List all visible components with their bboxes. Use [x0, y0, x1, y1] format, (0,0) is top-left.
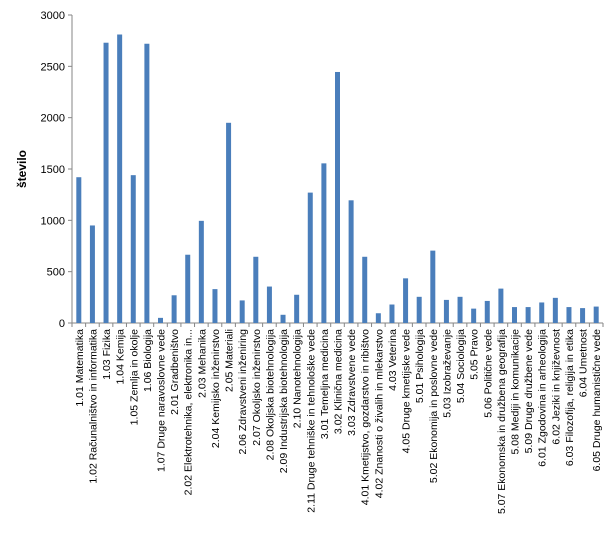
x-category-label: 1.02 Računalništvo in informatika — [87, 329, 99, 484]
bar — [212, 289, 218, 323]
bar — [307, 192, 313, 323]
x-category-label: 6.05 Druge humanistične vede — [591, 329, 603, 472]
x-category-label: 5.04 Sociologija — [455, 329, 467, 403]
x-category-label: 5.09 Druge družbene vede — [523, 329, 535, 453]
x-category-label: 1.04 Kemija — [115, 329, 127, 385]
bar — [117, 34, 123, 324]
x-category-label: 6.03 Filozofija, religija in etika — [564, 329, 576, 466]
x-category-label: 5.01 Psihologija — [414, 329, 426, 403]
bar — [144, 43, 150, 323]
bar — [389, 304, 395, 323]
bar — [171, 295, 177, 323]
bar — [552, 297, 558, 323]
x-category-label: 1.06 Biologija — [142, 329, 154, 392]
y-tick-label: 2000 — [41, 113, 65, 125]
y-tick-label: 2500 — [41, 61, 65, 73]
bar — [375, 313, 381, 323]
x-category-label: 1.07 Druge naravoslovne vede — [156, 329, 168, 472]
y-axis-title: število — [15, 150, 29, 188]
bar — [103, 42, 109, 323]
bar — [185, 254, 191, 323]
x-category-label: 3.02 Klinična medicina — [333, 329, 345, 434]
x-category-label: 3.03 Zdravstvene vede — [346, 329, 358, 436]
bar — [471, 308, 477, 323]
x-category-label: 5.08 Mediji in komunikacije — [510, 329, 522, 455]
x-category-label: 1.05 Zemlja in okolje — [128, 329, 140, 425]
x-category-label: 6.02 Jeziki in književnost — [550, 329, 562, 445]
x-category-label: 6.04 Umetnost — [578, 329, 590, 397]
x-category-label: 2.08 Okoljska biotehnologija — [264, 329, 276, 460]
y-tick-label: 500 — [47, 267, 65, 279]
x-category-label: 4.02 Znanosti o živalih in mlekarstvo — [373, 329, 385, 498]
bar — [403, 278, 409, 323]
x-category-label: 2.06 Zdravstveni inženiring — [237, 329, 249, 455]
x-category-label: 3.01 Temeljna medicina — [319, 329, 331, 439]
x-category-label: 4.03 Veterina — [387, 329, 399, 391]
bar — [430, 250, 436, 323]
bar — [226, 122, 232, 323]
x-category-label: 1.03 Fizika — [101, 329, 113, 380]
x-category-label: 5.06 Politične vede — [482, 329, 494, 418]
bar — [566, 307, 572, 323]
bar — [443, 299, 449, 323]
y-tick-label: 0 — [59, 318, 65, 330]
x-category-label: 4.05 Druge kmetijske vede — [401, 329, 413, 453]
x-category-label: 2.05 Materiali — [224, 329, 236, 392]
x-axis-labels: 1.01 Matematika 1.02 Računalništvo in inf… — [74, 329, 603, 514]
bar — [89, 225, 95, 323]
bar — [416, 296, 422, 323]
bar — [580, 308, 586, 323]
x-category-label: 2.02 Elektrotehnika, elektronika in... — [183, 329, 195, 495]
x-category-label: 6.01 Zgodovina in arheologija — [537, 329, 549, 467]
x-category-label: 2.07 Okoljsko inženirstvo — [251, 329, 263, 446]
bar — [294, 294, 300, 323]
x-category-label: 2.04 Kemijsko inženirstvo — [210, 329, 222, 448]
x-category-label: 5.02 Ekonomija in poslovne vede — [428, 329, 440, 483]
bar — [321, 163, 327, 323]
x-category-label: 5.07 Ekonomska in družbena geografija — [496, 329, 508, 514]
bar — [498, 288, 504, 323]
x-category-label: 2.03 Mehanika — [196, 329, 208, 398]
bar — [130, 175, 136, 323]
y-tick-label: 1000 — [41, 215, 65, 227]
bar — [335, 71, 340, 323]
x-category-label: 2.10 Nanotehnologija — [292, 329, 304, 428]
x-category-label: 2.09 Industrijska biotehnologija — [278, 329, 290, 473]
bar — [158, 317, 163, 323]
bar — [362, 256, 368, 323]
bar — [253, 256, 259, 323]
bar — [348, 200, 354, 323]
y-tick-label: 1500 — [41, 164, 65, 176]
bar-series — [76, 34, 599, 324]
x-category-label: 5.03 Izobraževanje — [441, 329, 453, 418]
x-category-label: 2.11 Druge tehniške in tehnološke vede — [305, 329, 317, 513]
bar — [539, 302, 545, 323]
bar — [484, 300, 490, 323]
x-category-label: 4.01 Kmetijstvo, gozdarstvo in ribištvo — [360, 329, 372, 505]
bar — [266, 286, 272, 323]
x-category-label: 2.01 Gradbeništvo — [169, 329, 181, 415]
y-tick-label: 3000 — [41, 10, 65, 22]
x-category-label: 5.05 Pravo — [469, 329, 481, 380]
bar — [76, 177, 82, 323]
bar — [457, 296, 463, 323]
bar — [198, 220, 204, 323]
bar — [593, 306, 599, 323]
bar — [512, 307, 517, 323]
bar — [280, 314, 286, 323]
x-category-label: 1.01 Matematika — [74, 329, 86, 407]
bar — [239, 300, 245, 323]
bar — [525, 307, 531, 323]
